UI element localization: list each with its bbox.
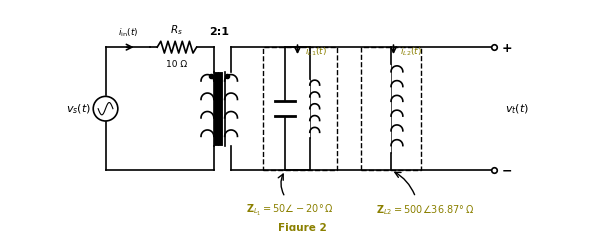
Text: $R_s$: $R_s$ — [171, 23, 183, 37]
Text: $\mathbf{Z}_{L2} = 500\angle 36.87°\,\Omega$: $\mathbf{Z}_{L2} = 500\angle 36.87°\,\Om… — [377, 202, 474, 216]
Text: 10 Ω: 10 Ω — [167, 60, 187, 69]
Text: Figure 2: Figure 2 — [278, 222, 327, 231]
Text: 2:1: 2:1 — [209, 27, 229, 37]
Text: −: − — [502, 164, 512, 177]
Text: +: + — [502, 42, 512, 55]
Text: $v_s(t)$: $v_s(t)$ — [66, 102, 91, 116]
Text: $i_{\mathrm{in}}(t)$: $i_{\mathrm{in}}(t)$ — [118, 27, 138, 39]
Text: $i_{L2}(t)$: $i_{L2}(t)$ — [400, 46, 422, 58]
Text: $v_t(t)$: $v_t(t)$ — [505, 102, 528, 116]
Text: $\mathbf{Z}_{L_1} = 50\angle -20°\,\Omega$: $\mathbf{Z}_{L_1} = 50\angle -20°\,\Omeg… — [246, 202, 334, 217]
Text: $i_{L1}(t)$: $i_{L1}(t)$ — [305, 46, 327, 58]
